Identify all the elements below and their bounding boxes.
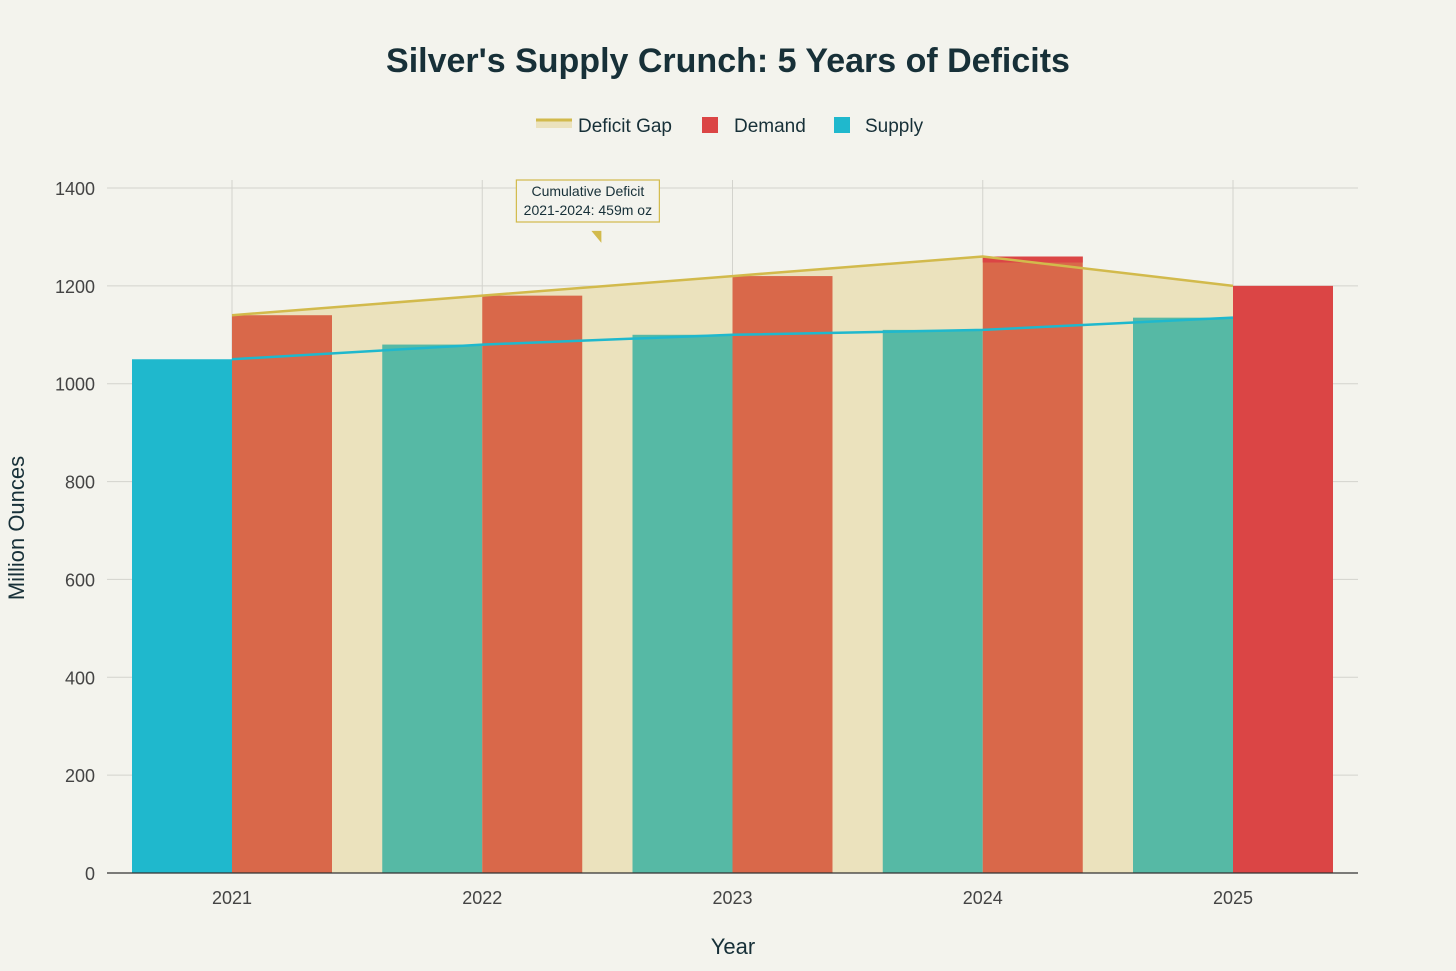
annotation-line-2: 2021-2024: 459m oz: [524, 202, 652, 218]
bar-supply-2024[interactable]: [882, 329, 983, 874]
bar-supply-2023[interactable]: [632, 334, 733, 873]
x-tick-label: 2024: [963, 888, 1003, 908]
bar-demand-2022[interactable]: [482, 295, 583, 874]
x-tick-label: 2025: [1213, 888, 1253, 908]
x-tick-label: 2023: [712, 888, 752, 908]
legend-label-demand: Demand: [734, 116, 806, 137]
line-supply[interactable]: [231, 316, 1234, 361]
y-tick-label: 200: [65, 766, 95, 786]
bars: [132, 256, 1333, 874]
y-tick-label: 1400: [55, 179, 95, 199]
y-tick-label: 1000: [55, 375, 95, 395]
x-axis-title: Year: [711, 934, 755, 959]
axes: 0 200 400 600 800 1000 1200 1400 2021 2022 2023 202…: [55, 179, 1358, 908]
bar-demand-2021[interactable]: [232, 315, 332, 873]
bar-demand-2024[interactable]: [982, 256, 1083, 874]
lines: [231, 255, 1234, 361]
chart-title: Silver's Supply Crunch: 5 Years of Defic…: [386, 42, 1070, 80]
legend-swatch-supply: [834, 117, 850, 133]
bar-demand-2025[interactable]: [1233, 285, 1333, 873]
legend-label-supply: Supply: [865, 116, 924, 137]
bar-supply-2022[interactable]: [382, 344, 483, 874]
bar-supply-2021[interactable]: [132, 359, 232, 873]
annotation-box: [515, 179, 660, 223]
legend-item-demand[interactable]: Demand: [702, 116, 806, 137]
legend-swatch-demand: [702, 117, 718, 133]
annotation: Cumulative Deficit 2021-2024: 459m oz: [515, 179, 660, 243]
y-tick-label: 800: [65, 473, 95, 493]
x-tick-label: 2022: [462, 888, 502, 908]
legend-swatch-deficit-gap: [536, 119, 572, 128]
bar-supply-2025[interactable]: [1133, 317, 1233, 873]
legend: Deficit Gap Demand Supply: [536, 116, 924, 137]
legend-label-deficit-gap: Deficit Gap: [578, 116, 672, 137]
y-tick-label: 1200: [55, 277, 95, 297]
annotation-line-1: Cumulative Deficit: [531, 183, 644, 199]
legend-item-deficit-gap[interactable]: Deficit Gap: [536, 116, 672, 137]
y-tick-label: 0: [85, 864, 95, 884]
annotation-arrow: [591, 230, 602, 243]
bar-demand-cap: [982, 256, 1083, 263]
y-tick-label: 400: [65, 668, 95, 688]
y-axis-title: Million Ounces: [4, 456, 29, 600]
line-deficit-gap[interactable]: [231, 255, 1234, 317]
bar-demand-2023[interactable]: [732, 276, 833, 874]
y-tick-label: 600: [65, 570, 95, 590]
x-tick-label: 2021: [212, 888, 252, 908]
legend-item-supply[interactable]: Supply: [834, 116, 924, 137]
